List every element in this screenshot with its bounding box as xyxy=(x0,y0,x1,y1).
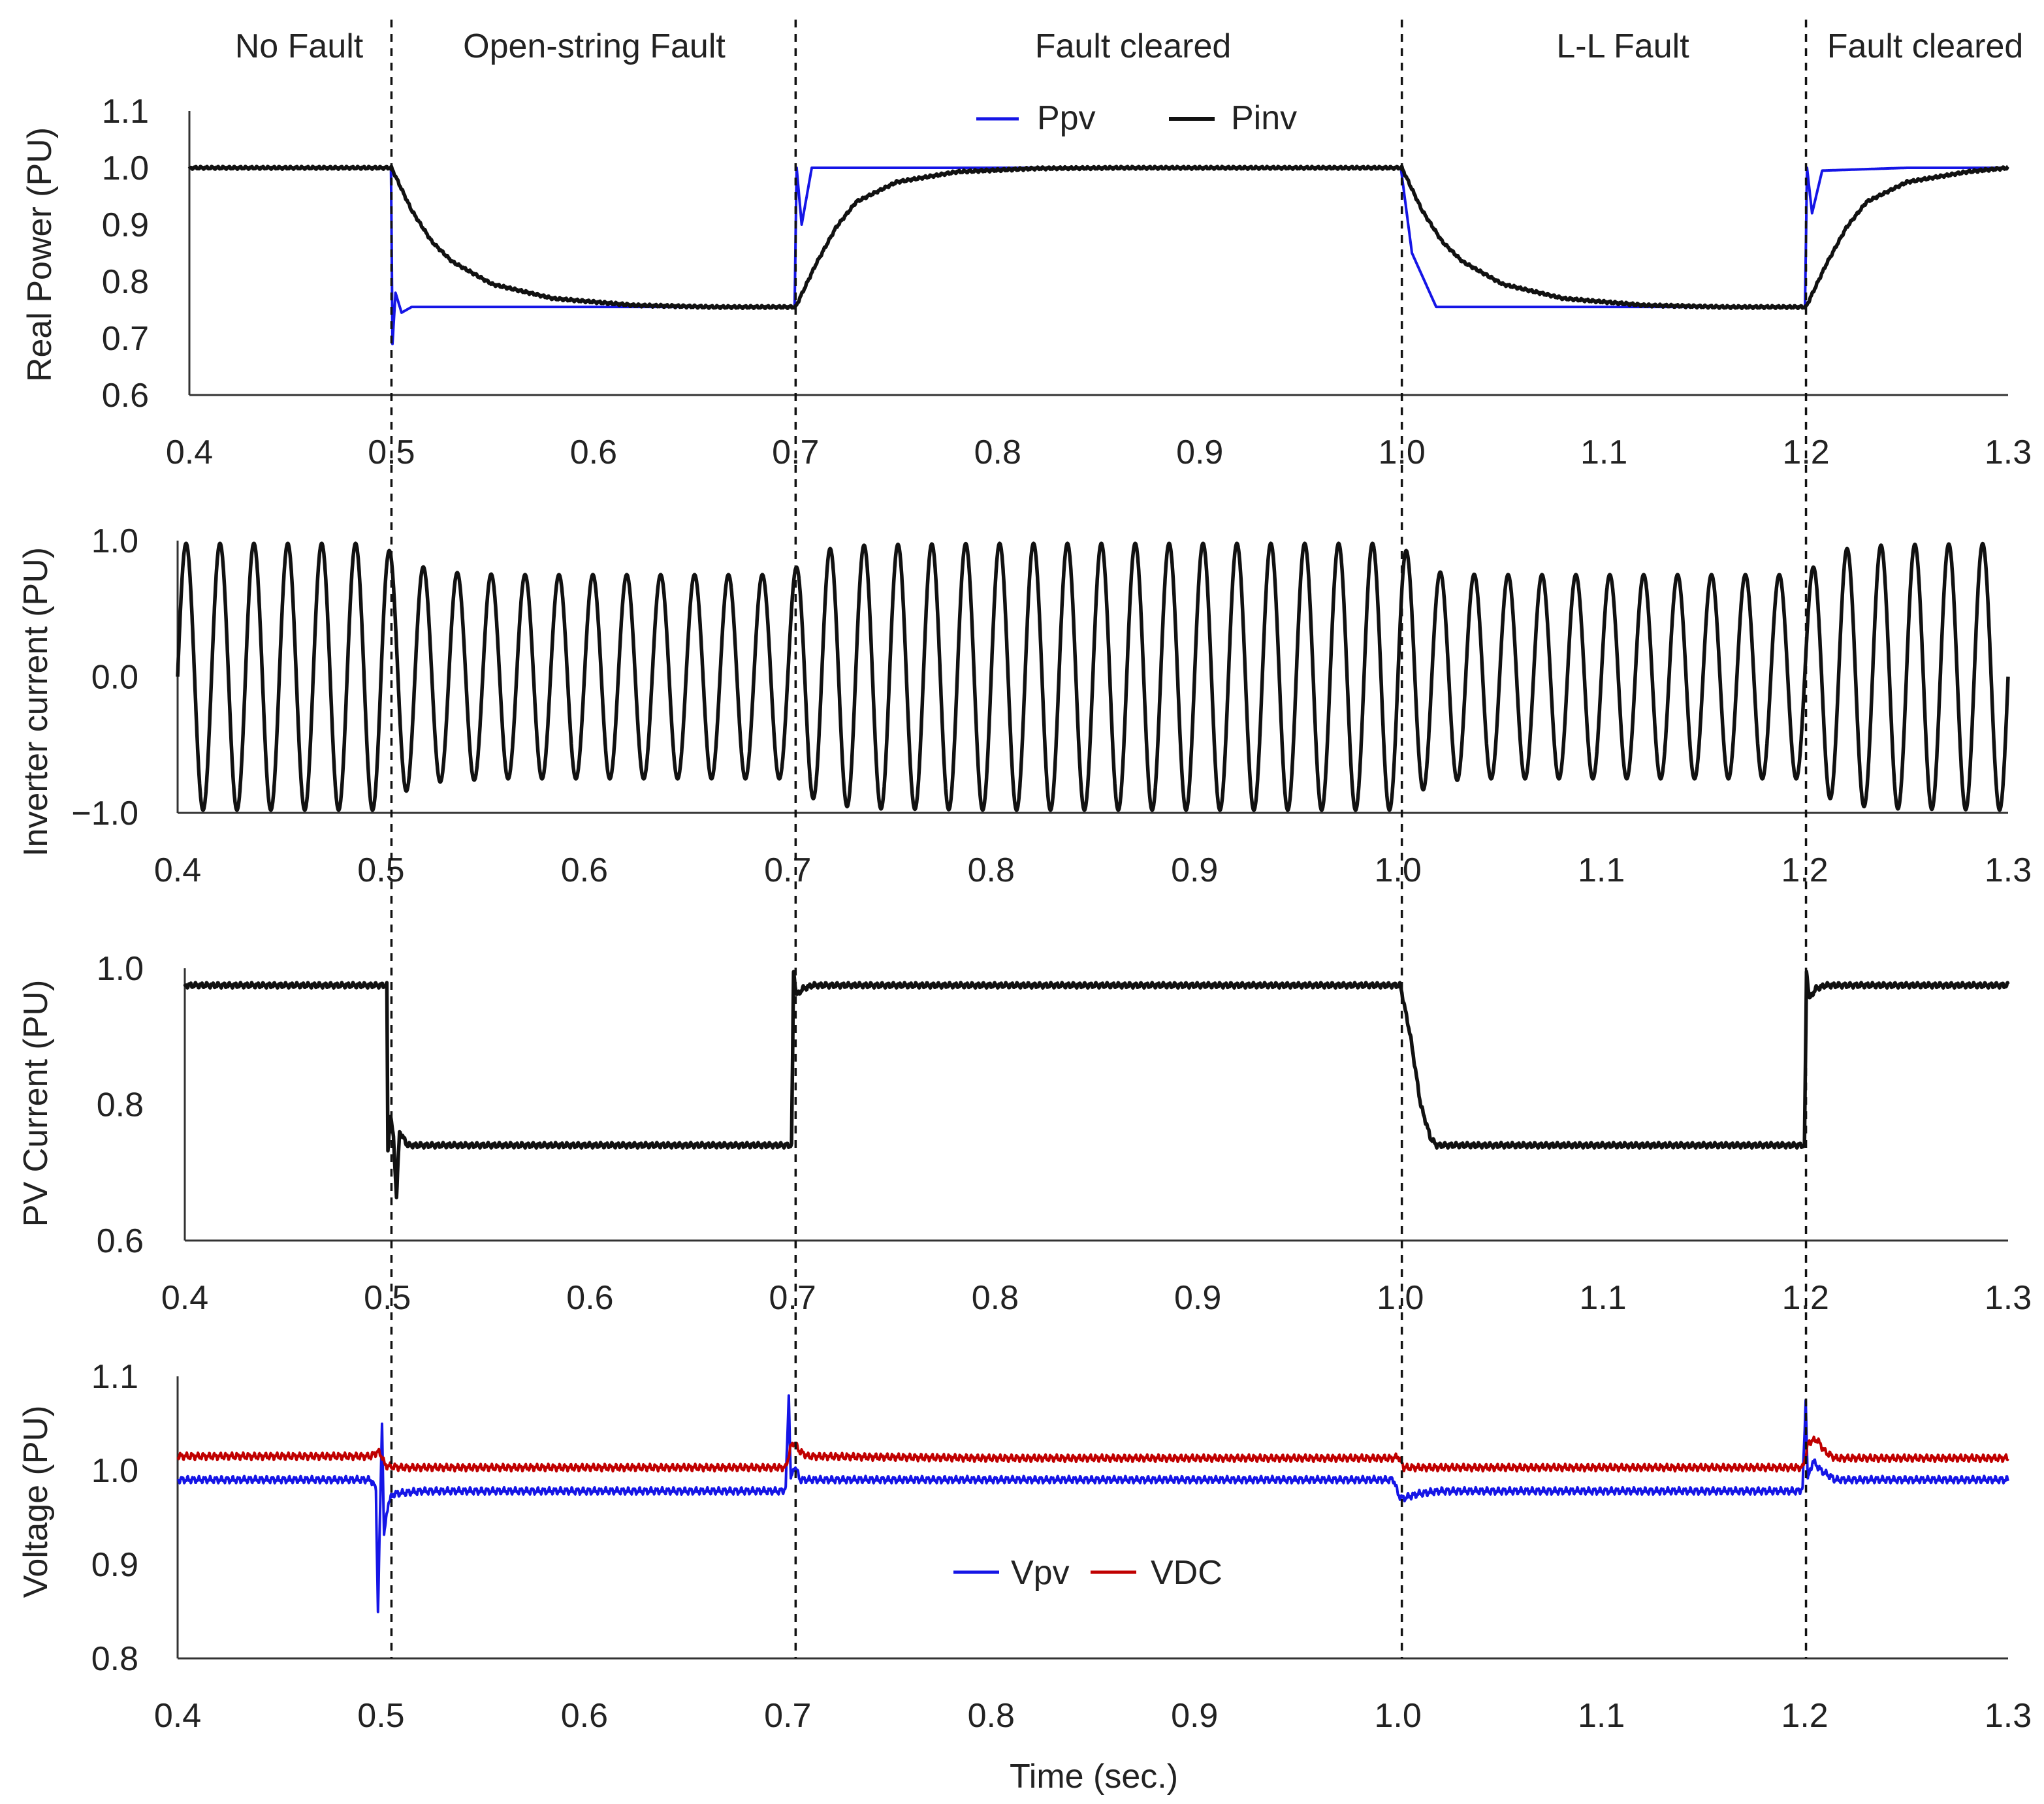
panel-inverter-current: 0.4 0.5 0.6 0.7 0.8 0.9 1.0 1.1 1.2 1.3 −1.0 0.0 1.0… xyxy=(17,522,2032,889)
legend-voltage: Vpv VDC xyxy=(953,1554,1222,1592)
y-axis-label-inverter-current: Inverter current (PU) xyxy=(17,547,55,857)
phase-label-fault-cleared-2: Fault cleared xyxy=(1827,27,2024,65)
x-tick-label: 0.9 xyxy=(1171,1697,1218,1735)
x-tick-label: 0.9 xyxy=(1171,851,1218,889)
x-tick-label: 0.7 xyxy=(769,1279,816,1317)
y-tick-label: −1.0 xyxy=(71,795,138,832)
y-axis-label-voltage: Voltage (PU) xyxy=(17,1406,55,1598)
x-tick-label: 0.4 xyxy=(154,1697,201,1735)
y-tick-label: 0.8 xyxy=(91,1640,138,1678)
y-tick-label: 0.6 xyxy=(97,1222,144,1260)
y-tick-label: 0.0 xyxy=(91,659,138,697)
x-tick-label: 0.6 xyxy=(566,1279,613,1317)
x-tick-label: 0.8 xyxy=(972,1279,1019,1317)
legend-real-power: Ppv Pinv xyxy=(976,99,1297,137)
x-tick-label: 1.3 xyxy=(1985,434,2032,471)
x-tick-label: 0.4 xyxy=(166,434,213,471)
series-line-ppv xyxy=(188,166,2009,345)
x-tick-label: 0.7 xyxy=(764,851,811,889)
y-axis-label-real-power: Real Power (PU) xyxy=(21,127,59,382)
legend-label-vdc: VDC xyxy=(1151,1554,1222,1592)
panel-voltage: 0.4 0.5 0.6 0.7 0.8 0.9 1.0 1.1 1.2 1.3 0.8 0.9 1.0 1… xyxy=(17,1358,2032,1796)
phase-label-fault-cleared-1: Fault cleared xyxy=(1035,27,1232,65)
phase-label-open-string-fault: Open-string Fault xyxy=(463,27,726,65)
y-tick-label: 1.1 xyxy=(102,93,149,131)
fault-boundary-lines xyxy=(390,20,1808,1658)
x-tick-label: 1.0 xyxy=(1375,1697,1422,1735)
x-tick-label: 1.3 xyxy=(1985,1697,2032,1735)
x-tick-label: 0.5 xyxy=(364,1279,411,1317)
x-tick-label: 0.6 xyxy=(561,1697,608,1735)
y-tick-label: 0.6 xyxy=(102,377,149,415)
x-axis-title: Time (sec.) xyxy=(1010,1758,1178,1796)
x-tick-label: 0.4 xyxy=(154,851,201,889)
y-tick-label: 1.1 xyxy=(91,1358,138,1396)
series-line-pv-current xyxy=(183,970,2010,1199)
x-tick-label: 1.2 xyxy=(1781,1697,1828,1735)
x-tick-label: 1.0 xyxy=(1375,851,1422,889)
x-tick-label: 1.2 xyxy=(1781,851,1828,889)
x-tick-label: 1.1 xyxy=(1578,1697,1625,1735)
x-tick-label: 0.9 xyxy=(1174,1279,1221,1317)
x-tick-label: 0.6 xyxy=(561,851,608,889)
series-line-vdc xyxy=(176,1435,2009,1473)
legend-label-ppv: Ppv xyxy=(1037,99,1096,137)
x-tick-label: 0.9 xyxy=(1176,434,1223,471)
y-tick-label: 0.8 xyxy=(102,263,149,301)
y-tick-label: 1.0 xyxy=(91,522,138,560)
x-tick-label: 0.7 xyxy=(764,1697,811,1735)
x-tick-label: 1.3 xyxy=(1985,1279,2032,1317)
legend-label-vpv: Vpv xyxy=(1011,1554,1070,1592)
y-tick-label: 0.8 xyxy=(97,1086,144,1124)
x-tick-label: 0.4 xyxy=(161,1279,208,1317)
legend-label-pinv: Pinv xyxy=(1231,99,1297,137)
y-tick-label: 0.9 xyxy=(91,1546,138,1584)
x-tick-label: 0.8 xyxy=(974,434,1021,471)
x-tick-label: 0.6 xyxy=(570,434,617,471)
x-tick-label: 1.1 xyxy=(1579,1279,1626,1317)
x-tick-label: 1.1 xyxy=(1580,434,1627,471)
panel-real-power: 0.4 0.5 0.6 0.7 0.8 0.9 1.0 1.1 1.2 1.30.60.70.80… xyxy=(21,93,2032,471)
phase-label-no-fault: No Fault xyxy=(235,27,364,65)
x-tick-label: 0.5 xyxy=(357,851,404,889)
x-tick-label: 0.5 xyxy=(357,1697,404,1735)
y-tick-label: 0.9 xyxy=(102,206,149,244)
y-tick-label: 1.0 xyxy=(102,150,149,187)
phase-label-ll-fault: L-L Fault xyxy=(1556,27,1689,65)
x-tick-label: 1.0 xyxy=(1377,1279,1424,1317)
y-axis-label-pv-current: PV Current (PU) xyxy=(17,980,55,1227)
y-tick-label: 1.0 xyxy=(91,1452,138,1490)
series-line-vpv xyxy=(176,1394,2009,1613)
x-tick-label: 0.8 xyxy=(968,851,1015,889)
x-tick-label: 1.1 xyxy=(1578,851,1625,889)
panel-pv-current: 0.4 0.5 0.6 0.7 0.8 0.9 1.0 1.1 1.2 1.30.60.81.0 … xyxy=(17,950,2032,1317)
x-tick-label: 0.8 xyxy=(968,1697,1015,1735)
y-tick-label: 0.7 xyxy=(102,320,149,358)
x-tick-label: 1.3 xyxy=(1985,851,2032,889)
y-tick-label: 1.0 xyxy=(97,950,144,988)
series-line-inverter-current xyxy=(176,541,2010,812)
series-line-pinv xyxy=(187,165,2009,311)
